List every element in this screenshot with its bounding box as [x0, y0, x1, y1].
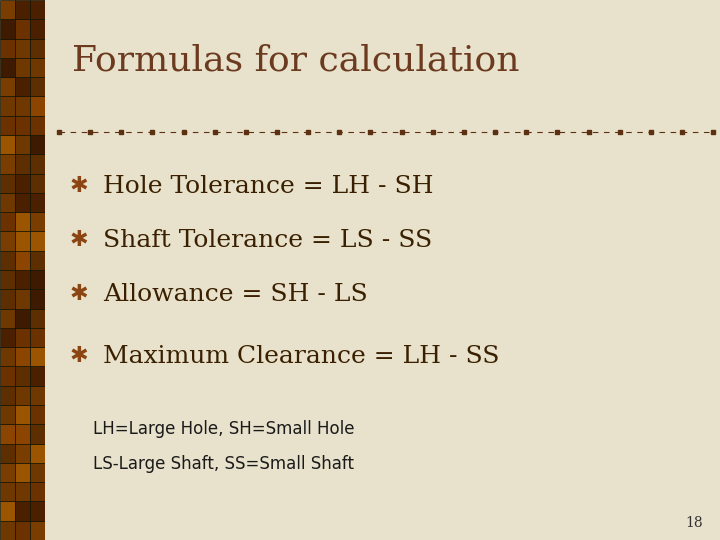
Bar	[15, 482, 30, 502]
Bar	[15, 443, 30, 463]
Bar	[0, 173, 15, 193]
Bar	[0, 386, 15, 405]
Bar	[15, 424, 30, 443]
Text: Maximum Clearance = LH - SS: Maximum Clearance = LH - SS	[103, 345, 499, 368]
Bar	[30, 502, 45, 521]
Bar	[0, 270, 15, 289]
Bar	[30, 443, 45, 463]
Bar	[30, 193, 45, 212]
Bar	[30, 212, 45, 232]
Bar	[0, 328, 15, 347]
Bar	[15, 135, 30, 154]
Text: Shaft Tolerance = LS - SS: Shaft Tolerance = LS - SS	[103, 229, 432, 252]
Bar	[30, 521, 45, 540]
Bar	[30, 154, 45, 173]
Bar	[15, 367, 30, 386]
Bar	[0, 289, 15, 308]
Bar	[30, 251, 45, 270]
Text: ✱: ✱	[70, 284, 89, 305]
Bar	[15, 502, 30, 521]
Bar	[0, 347, 15, 367]
Text: ✱: ✱	[70, 346, 89, 367]
Bar	[30, 308, 45, 328]
Bar	[15, 328, 30, 347]
Bar	[15, 116, 30, 135]
Bar	[30, 58, 45, 77]
Bar	[15, 154, 30, 173]
Bar	[0, 193, 15, 212]
Bar	[15, 19, 30, 38]
Bar	[15, 212, 30, 232]
Bar	[15, 386, 30, 405]
Bar	[15, 58, 30, 77]
Bar	[30, 405, 45, 424]
Bar	[15, 0, 30, 19]
Bar	[0, 116, 15, 135]
Bar	[30, 97, 45, 116]
Bar	[0, 135, 15, 154]
Bar	[15, 232, 30, 251]
Text: ✱: ✱	[70, 176, 89, 197]
Bar	[30, 367, 45, 386]
Bar	[15, 347, 30, 367]
Bar	[30, 347, 45, 367]
Bar	[0, 232, 15, 251]
Bar	[0, 521, 15, 540]
Bar	[0, 482, 15, 502]
Bar	[15, 521, 30, 540]
Bar	[30, 289, 45, 308]
Bar	[30, 135, 45, 154]
Bar	[0, 502, 15, 521]
Bar	[15, 289, 30, 308]
Text: Allowance = SH - LS: Allowance = SH - LS	[103, 283, 367, 306]
Bar	[0, 405, 15, 424]
Bar	[0, 443, 15, 463]
Bar	[0, 97, 15, 116]
Text: Formulas for calculation: Formulas for calculation	[72, 43, 520, 77]
Bar	[0, 0, 15, 19]
Bar	[30, 270, 45, 289]
Bar	[15, 463, 30, 482]
Bar	[30, 386, 45, 405]
Text: LS-Large Shaft, SS=Small Shaft: LS-Large Shaft, SS=Small Shaft	[93, 455, 354, 474]
Bar	[0, 308, 15, 328]
Bar	[0, 77, 15, 97]
Bar	[30, 328, 45, 347]
Bar	[30, 0, 45, 19]
Bar	[15, 173, 30, 193]
Text: LH=Large Hole, SH=Small Hole: LH=Large Hole, SH=Small Hole	[93, 420, 354, 438]
Bar	[0, 424, 15, 443]
Bar	[0, 463, 15, 482]
Bar	[30, 19, 45, 38]
Bar	[0, 212, 15, 232]
Bar	[15, 251, 30, 270]
Bar	[15, 270, 30, 289]
Bar	[15, 77, 30, 97]
Text: ✱: ✱	[70, 230, 89, 251]
Bar	[15, 38, 30, 58]
Bar	[0, 251, 15, 270]
Bar	[0, 38, 15, 58]
Bar	[30, 77, 45, 97]
Bar	[30, 424, 45, 443]
Bar	[30, 232, 45, 251]
Bar	[30, 173, 45, 193]
Bar	[15, 97, 30, 116]
Bar	[0, 154, 15, 173]
Bar	[30, 38, 45, 58]
Bar	[15, 405, 30, 424]
Bar	[15, 193, 30, 212]
Text: 18: 18	[685, 516, 703, 530]
Bar	[0, 367, 15, 386]
Text: Hole Tolerance = LH - SH: Hole Tolerance = LH - SH	[103, 175, 433, 198]
Bar	[0, 58, 15, 77]
Bar	[30, 463, 45, 482]
Bar	[30, 482, 45, 502]
Bar	[30, 116, 45, 135]
Bar	[15, 308, 30, 328]
Bar	[0, 19, 15, 38]
